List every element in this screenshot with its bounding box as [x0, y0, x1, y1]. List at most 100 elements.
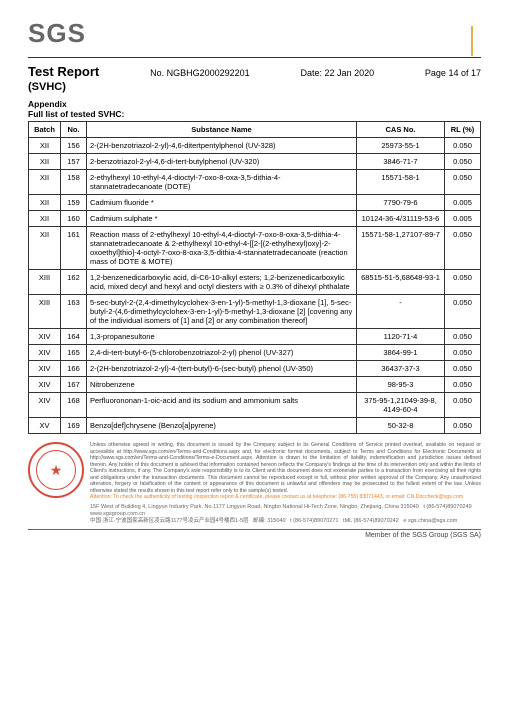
table-header-row: Batch No. Substance Name CAS No. RL (%): [29, 122, 481, 138]
cell-no: 163: [61, 295, 87, 329]
cell-no: 157: [61, 154, 87, 170]
col-batch: Batch: [29, 122, 61, 138]
table-row: XII161Reaction mass of 2-ethylhexyl 10-e…: [29, 227, 481, 270]
attention-text: Attention: To check the authenticity of …: [90, 494, 481, 501]
cell-cas: 375-95-1,21049-39-8, 4149-60-4: [357, 393, 445, 418]
cell-cas: 50-32-8: [357, 418, 445, 434]
cell-cas: 98-95-3: [357, 377, 445, 393]
cell-rl: 0.050: [445, 138, 481, 154]
full-list-label: Full list of tested SVHC:: [28, 109, 481, 119]
cell-no: 156: [61, 138, 87, 154]
cell-no: 166: [61, 361, 87, 377]
table-row: XII1572-benzotriazol-2-yl-4,6-di-tert-bu…: [29, 154, 481, 170]
cell-batch: XII: [29, 195, 61, 211]
cell-cas: 25973-55-1: [357, 138, 445, 154]
cell-cas: 1120-71-4: [357, 329, 445, 345]
cell-rl: 0.005: [445, 211, 481, 227]
table-row: XIV1652,4-di-tert-butyl-6-(5-chlorobenzo…: [29, 345, 481, 361]
table-row: XV169Benzo[def]chrysene (Benzo[a]pyrene)…: [29, 418, 481, 434]
cell-substance: Cadmium fluoride *: [87, 195, 357, 211]
cell-rl: 0.050: [445, 329, 481, 345]
table-row: XII1582-ethylhexyl 10-ethyl-4,4-dioctyl-…: [29, 170, 481, 195]
cell-no: 164: [61, 329, 87, 345]
table-row: XII159Cadmium fluoride *7790-79-60.005: [29, 195, 481, 211]
col-rl: RL (%): [445, 122, 481, 138]
cell-batch: XIV: [29, 345, 61, 361]
table-row: XIII1621,2-benzenedicarboxylic acid, di-…: [29, 270, 481, 295]
cell-no: 162: [61, 270, 87, 295]
cell-batch: XII: [29, 170, 61, 195]
cell-batch: XIV: [29, 377, 61, 393]
table-row: XIV167Nitrobenzene98-95-30.050: [29, 377, 481, 393]
cell-cas: 36437-37-3: [357, 361, 445, 377]
cell-substance: 2-(2H-benzotriazol-2-yl)-4-(tert-butyl)-…: [87, 361, 357, 377]
cell-rl: 0.050: [445, 270, 481, 295]
cell-batch: XIV: [29, 361, 61, 377]
appendix-label: Appendix: [28, 99, 481, 109]
table-row: XIV1641,3-propanesultone1120-71-40.050: [29, 329, 481, 345]
cell-substance: Reaction mass of 2-ethylhexyl 10-ethyl-4…: [87, 227, 357, 270]
cell-rl: 0.050: [445, 154, 481, 170]
cell-rl: 0.050: [445, 345, 481, 361]
cell-no: 159: [61, 195, 87, 211]
cell-substance: 1,2-benzenedicarboxylic acid, di-C6-10-a…: [87, 270, 357, 295]
cell-cas: 10124-36-4/31119-53-6: [357, 211, 445, 227]
sgs-logo: SGS: [28, 18, 481, 49]
cell-batch: XII: [29, 154, 61, 170]
table-row: XII1562-(2H-benzotriazol-2-yl)-4,6-diter…: [29, 138, 481, 154]
cell-cas: 15571-58-1,27107-89-7: [357, 227, 445, 270]
cell-substance: 5-sec-butyl-2-(2,4-dimethylcyclohex-3-en…: [87, 295, 357, 329]
cell-cas: 3846-71-7: [357, 154, 445, 170]
table-row: XIV168Perfluorononan-1-oic-acid and its …: [29, 393, 481, 418]
cell-cas: -: [357, 295, 445, 329]
cell-no: 169: [61, 418, 87, 434]
cell-no: 167: [61, 377, 87, 393]
cell-substance: 1,3-propanesultone: [87, 329, 357, 345]
report-subtitle: (SVHC): [28, 81, 481, 93]
cell-cas: 7790-79-6: [357, 195, 445, 211]
report-title: Test Report: [28, 64, 99, 79]
table-row: XIII1635-sec-butyl-2-(2,4-dimethylcycloh…: [29, 295, 481, 329]
cell-batch: XII: [29, 211, 61, 227]
divider-bottom: [28, 529, 481, 530]
report-number: No. NGBHG2000292201: [150, 68, 250, 78]
member-text: Member of the SGS Group (SGS SA): [28, 532, 481, 539]
cell-rl: 0.005: [445, 195, 481, 211]
cell-rl: 0.050: [445, 170, 481, 195]
cell-no: 168: [61, 393, 87, 418]
cell-batch: XIII: [29, 295, 61, 329]
cell-rl: 0.050: [445, 227, 481, 270]
accent-bar: [471, 26, 473, 56]
cell-cas: 3864-99-1: [357, 345, 445, 361]
table-row: XIV1662-(2H-benzotriazol-2-yl)-4-(tert-b…: [29, 361, 481, 377]
cell-rl: 0.050: [445, 418, 481, 434]
cell-rl: 0.050: [445, 393, 481, 418]
cell-batch: XIII: [29, 270, 61, 295]
report-header-row: Test Report No. NGBHG2000292201 Date: 22…: [28, 64, 481, 79]
svhc-table: Batch No. Substance Name CAS No. RL (%) …: [28, 121, 481, 434]
cell-no: 161: [61, 227, 87, 270]
footer: ★ Unless otherwise agreed in writing, th…: [28, 442, 481, 525]
cell-batch: XIV: [29, 393, 61, 418]
cell-rl: 0.050: [445, 361, 481, 377]
cell-batch: XV: [29, 418, 61, 434]
cell-substance: 2-benzotriazol-2-yl-4,6-di-tert-butylphe…: [87, 154, 357, 170]
cell-cas: 68515-51-5,68648-93-1: [357, 270, 445, 295]
cell-rl: 0.050: [445, 377, 481, 393]
table-row: XII160Cadmium sulphate *10124-36-4/31119…: [29, 211, 481, 227]
cell-no: 160: [61, 211, 87, 227]
cell-substance: Benzo[def]chrysene (Benzo[a]pyrene): [87, 418, 357, 434]
cell-no: 158: [61, 170, 87, 195]
page-number: Page 14 of 17: [425, 68, 481, 78]
report-date: Date: 22 Jan 2020: [301, 68, 375, 78]
cell-cas: 15571-58-1: [357, 170, 445, 195]
col-cas: CAS No.: [357, 122, 445, 138]
cell-batch: XIV: [29, 329, 61, 345]
cell-substance: 2-ethylhexyl 10-ethyl-4,4-dioctyl-7-oxo-…: [87, 170, 357, 195]
cell-no: 165: [61, 345, 87, 361]
col-substance: Substance Name: [87, 122, 357, 138]
divider-top: [28, 57, 481, 58]
cell-substance: Nitrobenzene: [87, 377, 357, 393]
cell-batch: XII: [29, 138, 61, 154]
col-no: No.: [61, 122, 87, 138]
